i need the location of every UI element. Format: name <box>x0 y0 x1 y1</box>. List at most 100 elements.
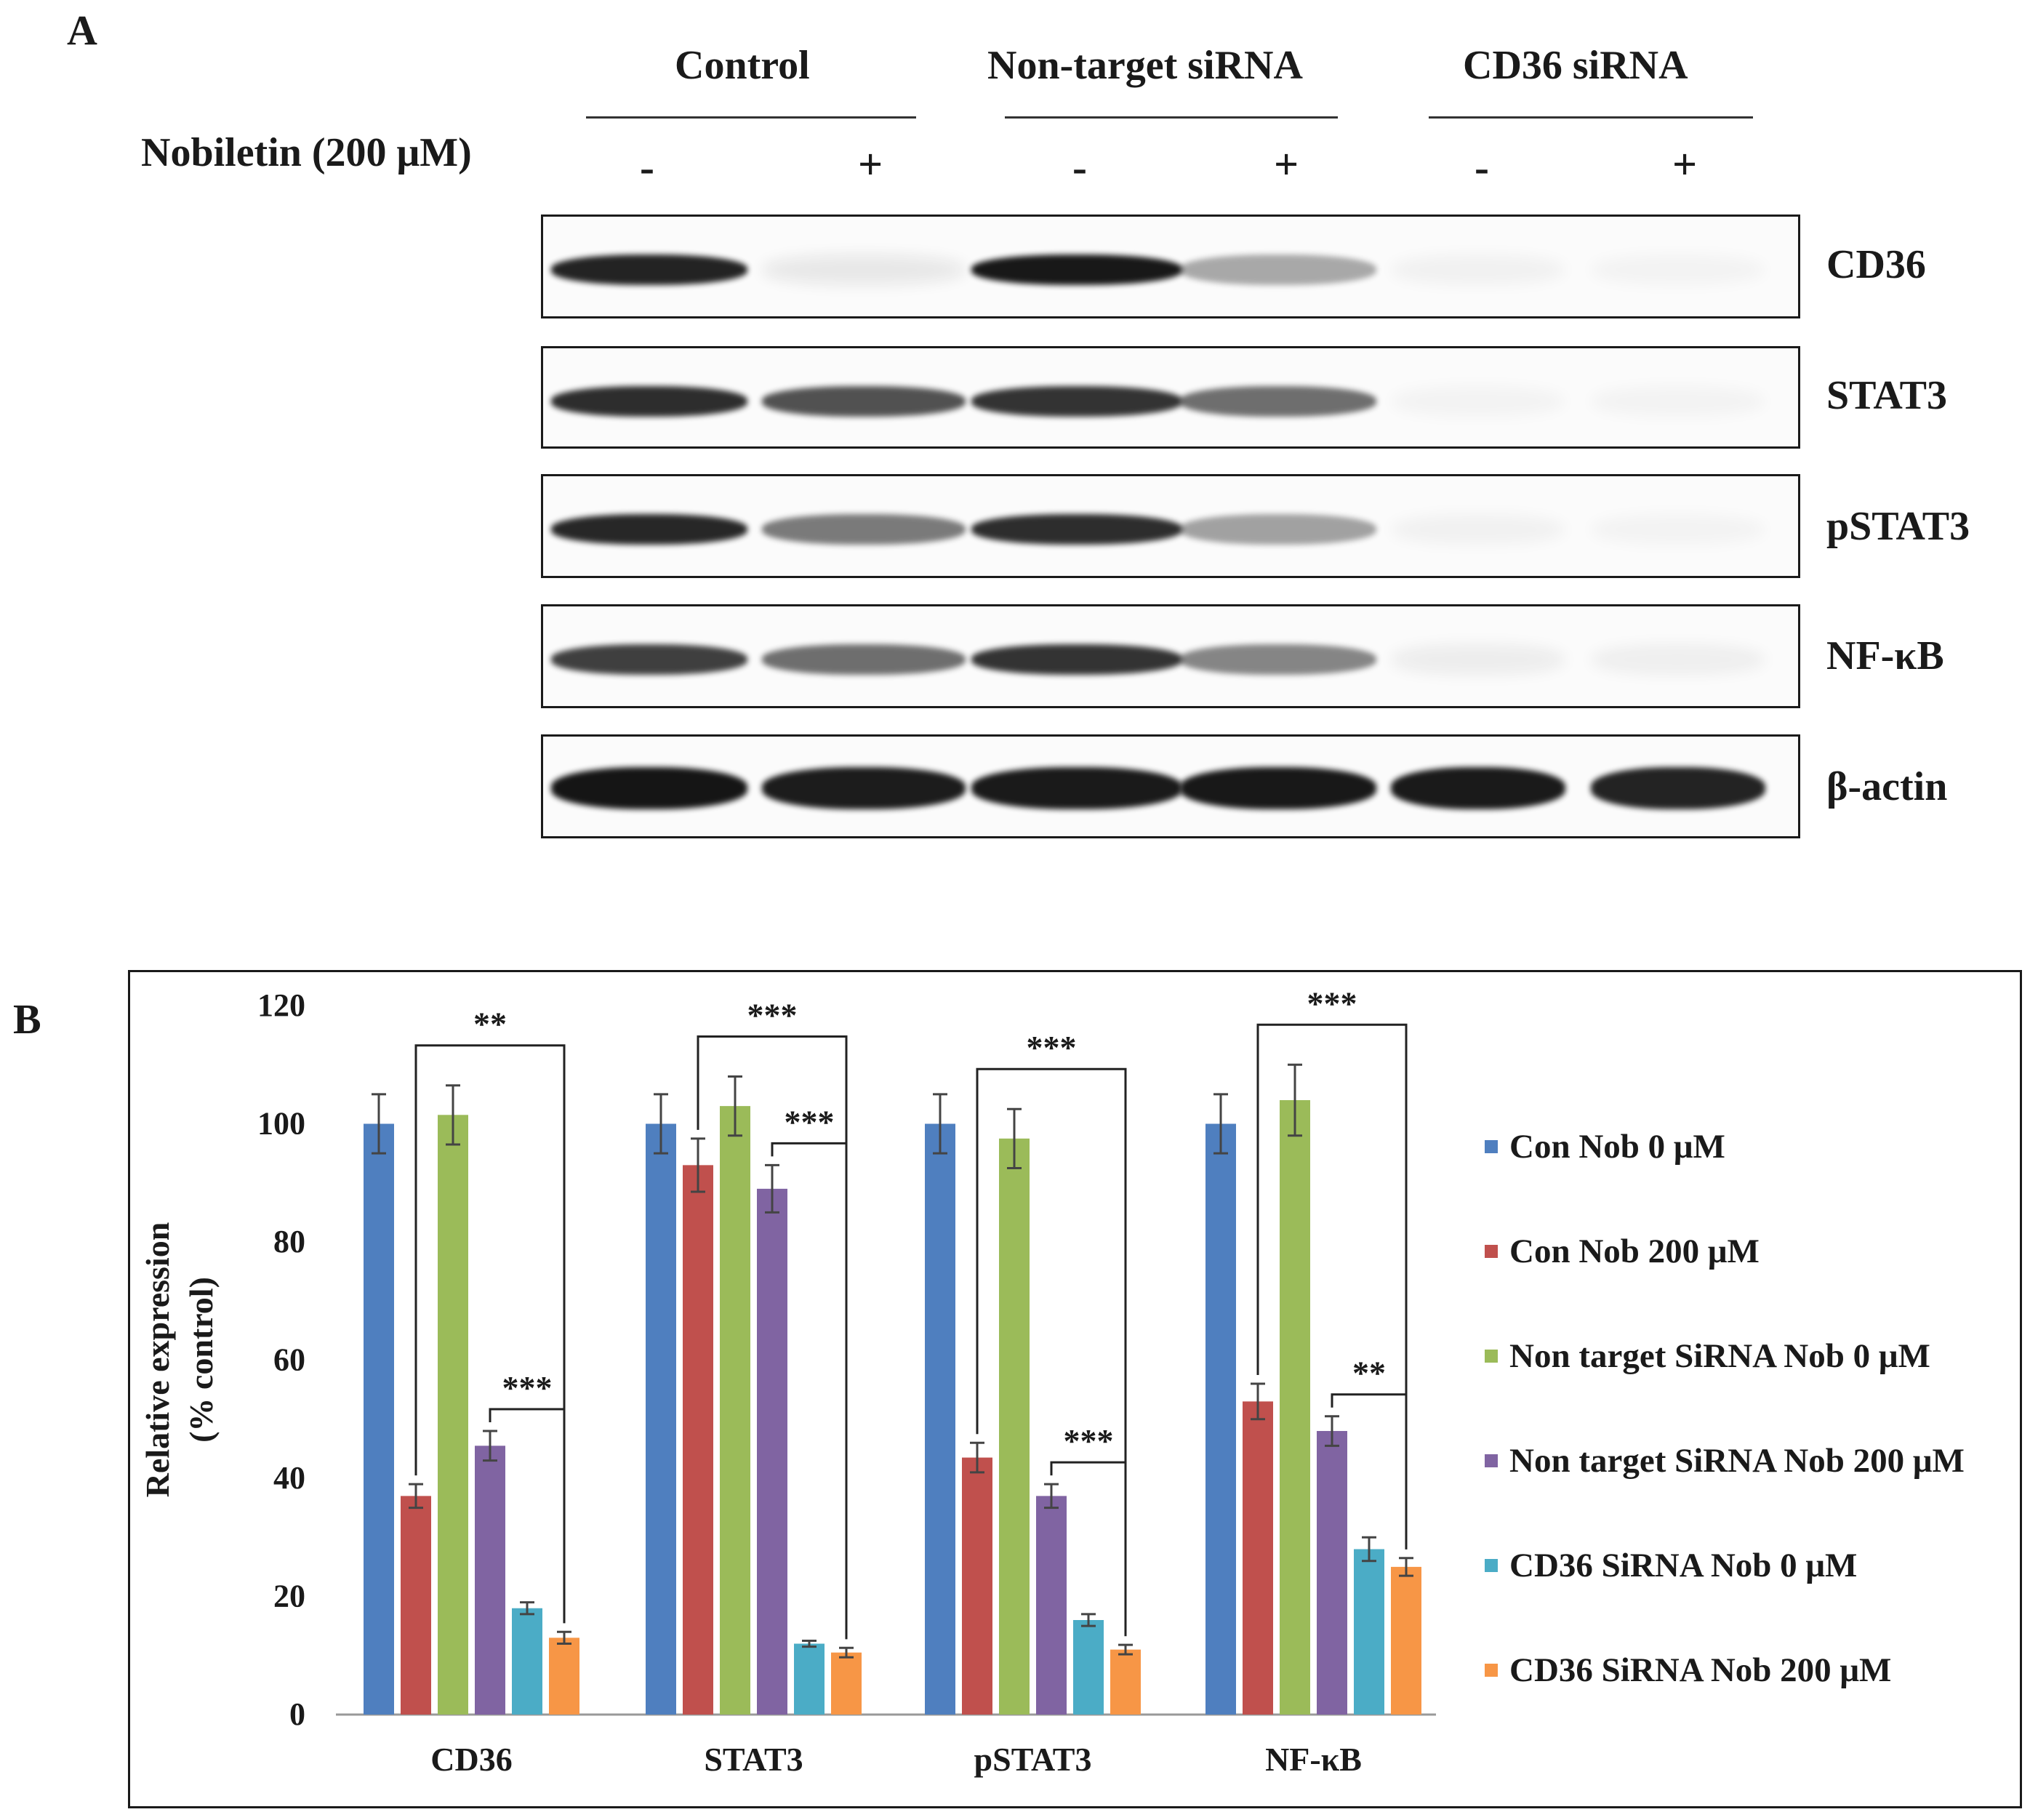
bar-nfb-series-5 <box>1354 1549 1384 1715</box>
lane-sign-3: - <box>1072 143 1087 191</box>
bar-pstat3-series-5 <box>1073 1620 1104 1715</box>
blot-cd36 <box>541 215 1800 318</box>
band-actin-lane-3 <box>971 767 1182 809</box>
bar-pstat3-series-1 <box>925 1123 955 1715</box>
legend-swatch <box>1485 1559 1498 1573</box>
band-nfb-lane-5 <box>1391 644 1565 675</box>
significance-bracket <box>771 1142 848 1640</box>
significance-label: ** <box>1352 1355 1386 1392</box>
significance-bracket <box>414 1044 566 1624</box>
blot-beta-actin <box>541 734 1800 838</box>
band-cd36-lane-5 <box>1391 254 1565 285</box>
y-tick-label: 100 <box>257 1106 305 1142</box>
bar-stat3-series-3 <box>720 1106 750 1715</box>
significance-bracket <box>1331 1393 1408 1550</box>
bar-pstat3-series-3 <box>999 1138 1030 1715</box>
band-actin-lane-2 <box>762 767 966 809</box>
band-stat3-lane-4 <box>1180 386 1376 417</box>
legend-swatch <box>1485 1350 1498 1363</box>
y-axis-title-line: Relative expression <box>139 1222 176 1498</box>
bar-cd36-series-3 <box>438 1115 468 1715</box>
protein-label-nfkb: NF-κB <box>1826 633 1944 678</box>
bar-stat3-series-2 <box>683 1165 713 1715</box>
bar-nfb-series-6 <box>1391 1566 1421 1715</box>
bar-stat3-series-5 <box>794 1643 825 1715</box>
group-label-control: Control <box>675 43 810 88</box>
band-pstat3-lane-3 <box>971 514 1182 545</box>
legend-item-4: Non target SiRNA Nob 200 μM <box>1485 1441 1965 1480</box>
lane-sign-1: - <box>640 143 654 191</box>
band-nfb-lane-2 <box>762 644 966 675</box>
band-cd36-lane-3 <box>971 254 1182 285</box>
significance-bracket <box>489 1408 566 1624</box>
nobiletin-label: Nobiletin (200 μM) <box>141 130 472 175</box>
significance-label: *** <box>1027 1029 1077 1066</box>
protein-label-pstat3: pSTAT3 <box>1826 504 1970 549</box>
y-tick-label: 80 <box>273 1224 305 1259</box>
protein-label-beta-actin: β-actin <box>1826 764 1948 809</box>
band-cd36-lane-4 <box>1180 254 1376 285</box>
significance-label: *** <box>785 1103 835 1140</box>
bar-nfb-series-2 <box>1243 1401 1273 1715</box>
bar-nfb-series-1 <box>1205 1123 1236 1715</box>
bar-pstat3-series-2 <box>962 1457 992 1715</box>
legend-label: CD36 SiRNA Nob 200 μM <box>1509 1651 1892 1689</box>
band-pstat3-lane-4 <box>1180 514 1376 545</box>
lane-sign-4: + <box>1274 140 1299 188</box>
blot-nfkb <box>541 604 1800 708</box>
band-nfb-lane-4 <box>1180 644 1376 675</box>
lane-sign-5: - <box>1475 143 1489 191</box>
legend-item-3: Non target SiRNA Nob 0 μM <box>1485 1336 1930 1376</box>
band-stat3-lane-3 <box>971 386 1182 417</box>
band-nfb-lane-1 <box>551 644 747 675</box>
x-tick-label: CD36 <box>430 1741 512 1778</box>
group-underline-cd36-sirna <box>1429 116 1753 119</box>
protein-label-stat3: STAT3 <box>1826 373 1947 418</box>
legend-swatch <box>1485 1454 1498 1468</box>
band-stat3-lane-2 <box>762 386 966 417</box>
significance-bracket <box>976 1067 1127 1637</box>
significance-label: *** <box>1064 1422 1114 1459</box>
y-tick-label: 40 <box>273 1460 305 1496</box>
legend-item-6: CD36 SiRNA Nob 200 μM <box>1485 1651 1891 1690</box>
band-nfb-lane-3 <box>971 644 1182 675</box>
band-actin-lane-4 <box>1180 767 1376 809</box>
protein-label-cd36: CD36 <box>1826 242 1926 287</box>
bar-pstat3-series-4 <box>1036 1496 1067 1715</box>
group-underline-control <box>586 116 916 119</box>
band-cd36-lane-1 <box>551 254 747 285</box>
bar-nfb-series-4 <box>1317 1431 1347 1715</box>
bar-cd36-series-5 <box>512 1608 542 1715</box>
bar-stat3-series-6 <box>831 1652 862 1715</box>
legend-item-2: Con Nob 200 μM <box>1485 1232 1760 1271</box>
bar-cd36-series-4 <box>475 1446 505 1715</box>
legend-label: Non target SiRNA Nob 200 μM <box>1509 1442 1965 1480</box>
bar-stat3-series-4 <box>757 1188 787 1715</box>
y-tick-label: 120 <box>257 987 305 1023</box>
band-pstat3-lane-2 <box>762 514 966 545</box>
band-stat3-lane-1 <box>551 386 747 417</box>
group-label-non-target-sirna: Non-target siRNA <box>987 43 1303 88</box>
y-tick-label: 60 <box>273 1342 305 1378</box>
x-tick-label: pSTAT3 <box>974 1741 1092 1778</box>
bar-cd36-series-1 <box>364 1123 394 1715</box>
lane-sign-6: + <box>1672 140 1698 188</box>
band-actin-lane-5 <box>1391 767 1565 809</box>
chart-frame <box>128 970 2022 1808</box>
legend-swatch <box>1485 1140 1498 1154</box>
group-label-cd36-sirna: CD36 siRNA <box>1463 43 1688 88</box>
legend-swatch <box>1485 1245 1498 1259</box>
x-tick-label: STAT3 <box>704 1741 803 1778</box>
legend-item-5: CD36 SiRNA Nob 0 μM <box>1485 1546 1857 1585</box>
significance-label: ** <box>473 1006 507 1043</box>
bar-pstat3-series-6 <box>1110 1649 1141 1715</box>
blot-pstat3 <box>541 474 1800 578</box>
bar-cd36-series-2 <box>401 1496 431 1715</box>
legend-label: CD36 SiRNA Nob 0 μM <box>1509 1547 1858 1584</box>
significance-bracket <box>1256 1023 1408 1550</box>
legend-item-1: Con Nob 0 μM <box>1485 1127 1725 1166</box>
y-axis-title-line: (% control) <box>182 1277 220 1443</box>
panel-a-letter: A <box>67 7 97 54</box>
y-tick-label: 20 <box>273 1579 305 1614</box>
